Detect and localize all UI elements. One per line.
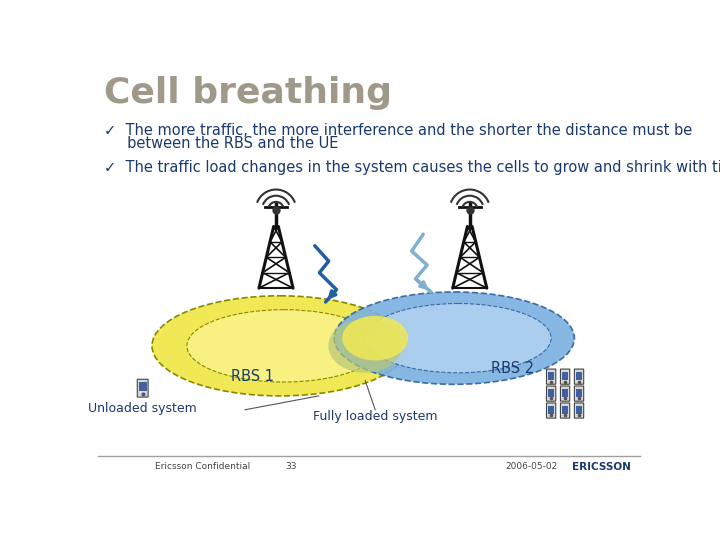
Ellipse shape (334, 292, 575, 384)
Text: Cell breathing: Cell breathing (104, 76, 392, 110)
Bar (562, 372, 568, 380)
Ellipse shape (328, 319, 402, 373)
FancyBboxPatch shape (546, 386, 556, 401)
Ellipse shape (152, 296, 408, 396)
Ellipse shape (342, 316, 408, 361)
FancyBboxPatch shape (560, 369, 570, 384)
Text: ERICSSON: ERICSSON (572, 462, 631, 472)
Text: between the RBS and the UE: between the RBS and the UE (104, 136, 338, 151)
Ellipse shape (187, 309, 381, 382)
FancyBboxPatch shape (138, 379, 148, 397)
FancyBboxPatch shape (575, 369, 584, 384)
FancyBboxPatch shape (560, 403, 570, 418)
Text: 33: 33 (286, 462, 297, 471)
Text: Unloaded system: Unloaded system (89, 402, 197, 415)
Text: RBS 2: RBS 2 (491, 361, 534, 376)
FancyBboxPatch shape (575, 386, 584, 401)
FancyBboxPatch shape (546, 369, 556, 384)
Bar (562, 389, 568, 396)
Bar (139, 382, 147, 392)
Bar (548, 372, 554, 380)
FancyBboxPatch shape (546, 403, 556, 418)
Bar (548, 389, 554, 396)
Text: ✓  The more traffic, the more interference and the shorter the distance must be: ✓ The more traffic, the more interferenc… (104, 123, 692, 138)
Text: Ericsson Confidential: Ericsson Confidential (155, 462, 250, 471)
Bar (576, 406, 582, 414)
Ellipse shape (365, 303, 551, 373)
Bar (562, 406, 568, 414)
Bar (576, 372, 582, 380)
Text: Fully loaded system: Fully loaded system (313, 410, 438, 423)
Text: RBS 1: RBS 1 (231, 369, 274, 384)
FancyBboxPatch shape (560, 386, 570, 401)
Bar (548, 406, 554, 414)
Text: ✓  The traffic load changes in the system causes the cells to grow and shrink wi: ✓ The traffic load changes in the system… (104, 160, 720, 176)
Bar (576, 389, 582, 396)
FancyBboxPatch shape (575, 403, 584, 418)
Text: 2006-05-02: 2006-05-02 (505, 462, 558, 471)
